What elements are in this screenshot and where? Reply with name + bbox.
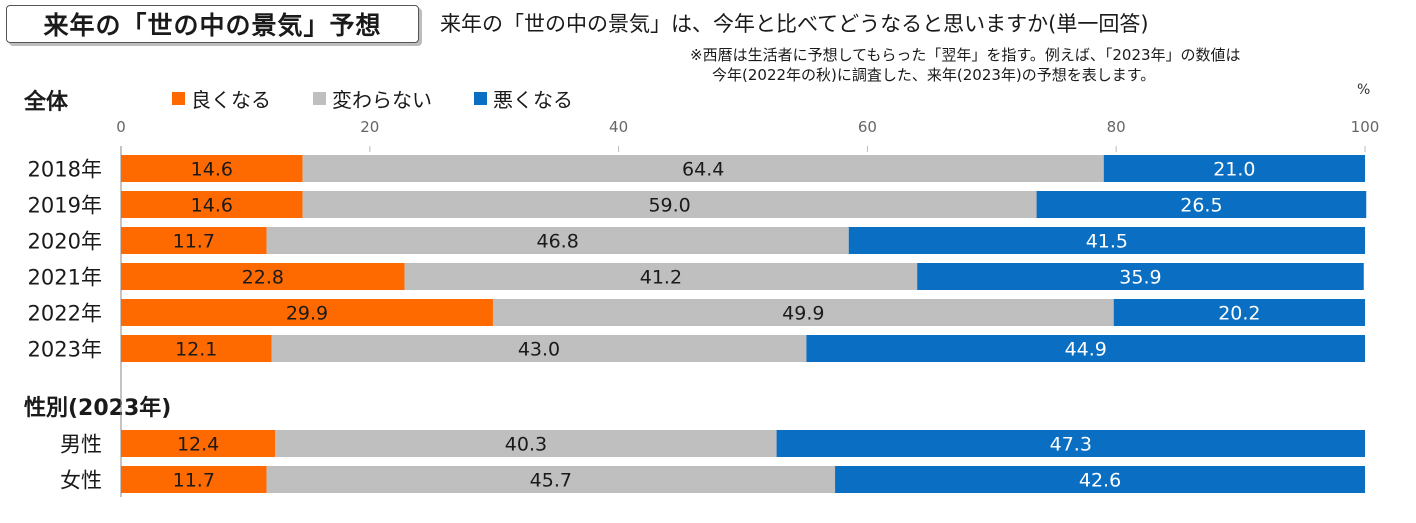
data-label-worse: 41.5 [1086,231,1128,253]
row-label: 女性 [60,469,102,493]
chart-title: 来年の「世の中の景気」予想 [6,5,419,43]
x-tick-label: 40 [609,118,628,136]
legend-label-better: 良くなる [191,88,271,112]
bar-segment-same [492,299,1114,326]
legend-label-same: 変わらない [332,88,432,112]
footnote-line-2: 今年(2022年の秋)に調査した、来年(2023年)の予想を表します。 [712,66,1156,84]
row-label: 男性 [60,433,102,457]
bar-segment-same [266,466,836,493]
legend-item-better: 良くなる [172,84,271,113]
bar-segment-better [121,466,267,493]
legend-item-same: 変わらない [313,84,432,113]
bar-segment-better [121,155,303,182]
data-label-better: 22.8 [242,267,284,289]
data-label-better: 12.1 [175,339,217,361]
data-label-same: 49.9 [782,303,824,325]
data-label-same: 64.4 [682,159,724,181]
data-label-better: 11.7 [173,231,215,253]
data-label-same: 45.7 [530,470,572,492]
footnote-line-1: ※西暦は生活者に予想してもらった「翌年」を指す。例えば、「2023年」の数値は [690,46,1241,64]
data-label-worse: 42.6 [1079,470,1121,492]
bar-segment-better [121,263,405,290]
legend-swatch-same [313,92,326,105]
row-label: 2023年 [28,338,102,362]
legend-swatch-better [172,92,185,105]
section-label-gender: 性別(2023年) [24,396,172,421]
bar-segment-better [121,227,267,254]
data-label-worse: 21.0 [1213,159,1255,181]
x-tick-label: 100 [1351,118,1380,136]
data-label-same: 43.0 [518,339,560,361]
bar-segment-same [271,335,807,362]
bar-segment-better [121,430,276,457]
bar-segment-better [121,335,272,362]
row-label: 2022年 [28,302,102,326]
footnote: ※西暦は生活者に予想してもらった「翌年」を指す。例えば、「2023年」の数値は … [690,45,1241,85]
legend-item-worse: 悪くなる [474,84,573,113]
section-label-overall: 全体 [24,90,69,115]
bar-segment-same [275,430,777,457]
bar-segment-worse [776,430,1365,457]
bar-segment-worse [1113,299,1365,326]
bar-segment-same [302,155,1104,182]
bar-segment-same [302,191,1037,218]
data-label-worse: 20.2 [1218,303,1260,325]
x-tick-label: 60 [858,118,877,136]
axis-unit-label: % [1357,82,1371,98]
data-label-same: 41.2 [640,267,682,289]
legend-label-worse: 悪くなる [493,88,573,112]
bar-segment-same [404,263,918,290]
bar-segment-same [266,227,849,254]
row-label: 2019年 [28,194,102,218]
data-label-worse: 26.5 [1180,195,1222,217]
bar-segment-worse [1036,191,1367,218]
bar-segment-better [121,299,493,326]
row-label: 2020年 [28,230,102,254]
legend-swatch-worse [474,92,487,105]
bar-segment-worse [835,466,1365,493]
data-label-same: 46.8 [536,231,578,253]
row-label: 2021年 [28,266,102,290]
data-label-better: 11.7 [173,470,215,492]
bar-segment-worse [917,263,1364,290]
bar-segment-better [121,191,303,218]
data-label-worse: 47.3 [1050,434,1092,456]
data-label-worse: 35.9 [1119,267,1161,289]
x-tick-label: 80 [1107,118,1126,136]
bar-segment-worse [848,227,1365,254]
x-tick-label: 20 [360,118,379,136]
bar-segment-worse [1103,155,1365,182]
chart-legend: 良くなる 変わらない 悪くなる [172,84,615,113]
data-label-better: 29.9 [286,303,328,325]
x-tick-label: 0 [116,118,126,136]
bar-segment-worse [806,335,1365,362]
data-label-same: 40.3 [505,434,547,456]
row-label: 2018年 [28,158,102,182]
data-label-better: 14.6 [191,159,233,181]
survey-question: 来年の「世の中の景気」は、今年と比べてどうなると思いますか(単一回答) [440,12,1149,36]
data-label-same: 59.0 [648,195,690,217]
data-label-better: 12.4 [177,434,219,456]
data-label-better: 14.6 [191,195,233,217]
data-label-worse: 44.9 [1065,339,1107,361]
